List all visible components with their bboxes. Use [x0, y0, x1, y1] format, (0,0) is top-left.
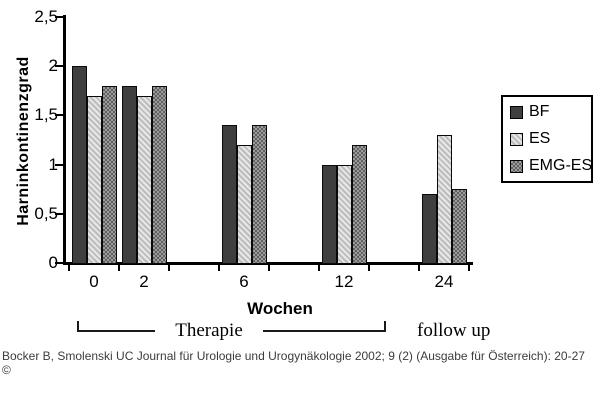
follow-up-annotation: follow up [417, 320, 491, 341]
x-axis-title: Wochen [247, 299, 313, 318]
therapie-bracket-right-end [384, 321, 386, 332]
x-axis-tick [318, 265, 320, 271]
bar-es-week-12 [336, 165, 352, 264]
x-axis-tick [268, 265, 270, 271]
legend-swatch-es [510, 132, 523, 146]
legend-swatch-bf [510, 105, 523, 119]
x-axis-category-label: 0 [89, 272, 99, 291]
y-axis-tick-label: 1,5 [34, 105, 58, 125]
citation-text: Bocker B, Smolenski UC Journal für Urolo… [2, 349, 585, 363]
bar-es-week-0 [86, 96, 102, 264]
x-axis-line [63, 262, 473, 265]
x-axis-category-label: 6 [239, 272, 249, 291]
y-axis-tick-label: 2 [48, 56, 58, 76]
x-axis-category-label: 2 [139, 272, 149, 291]
legend-item-emg-es: EMG-ES [510, 157, 593, 175]
x-axis-tick [368, 265, 370, 271]
y-axis-tick [55, 114, 64, 117]
y-axis-tick-label: 0,5 [34, 203, 58, 223]
legend-item-bf: BF [510, 103, 591, 121]
copyright-symbol: © [2, 363, 11, 377]
bar-bf-week-12 [321, 165, 337, 264]
bar-emg-es-week-2 [151, 86, 167, 264]
bar-bf-week-2 [121, 86, 137, 264]
y-axis-tick [55, 65, 64, 68]
bar-bf-week-6 [221, 125, 237, 264]
y-axis-tick [55, 262, 64, 264]
y-axis-tick [55, 212, 64, 215]
x-axis-tick [118, 265, 120, 271]
legend-label: EMG-ES [529, 157, 593, 174]
chart-legend: BF ES EMG-ES [501, 95, 593, 183]
x-axis-tick [418, 265, 420, 271]
legend-label: BF [529, 103, 550, 120]
bar-es-week-24 [436, 135, 452, 264]
y-axis-tick-label: 2,5 [34, 7, 58, 26]
legend-label: ES [529, 130, 551, 147]
bar-es-week-2 [136, 96, 152, 264]
y-axis-line [63, 15, 66, 265]
y-axis-title: Harninkontinenzgrad [15, 56, 32, 226]
therapie-annotation: Therapie [155, 320, 263, 342]
bar-bf-week-24 [421, 194, 437, 264]
legend-item-es: ES [510, 130, 591, 148]
x-axis-tick [168, 265, 170, 271]
bar-emg-es-week-6 [251, 125, 267, 264]
x-axis-category-label: 24 [434, 272, 454, 291]
therapie-bracket-left-end [77, 321, 79, 332]
x-axis-tick [68, 265, 70, 271]
y-axis-tick [55, 16, 64, 18]
x-axis-category-label: 12 [334, 272, 354, 291]
y-axis-tick-label: 0 [48, 253, 58, 272]
y-axis-tick [55, 163, 64, 166]
bar-bf-week-0 [71, 66, 87, 264]
x-axis-tick [468, 265, 470, 271]
bar-emg-es-week-24 [451, 189, 467, 264]
x-axis-tick [218, 265, 220, 271]
bar-emg-es-week-0 [101, 86, 117, 264]
bar-es-week-6 [236, 145, 252, 264]
bar-emg-es-week-12 [351, 145, 367, 264]
y-axis-tick-label: 1 [48, 154, 58, 174]
legend-swatch-emg-es [510, 159, 523, 173]
